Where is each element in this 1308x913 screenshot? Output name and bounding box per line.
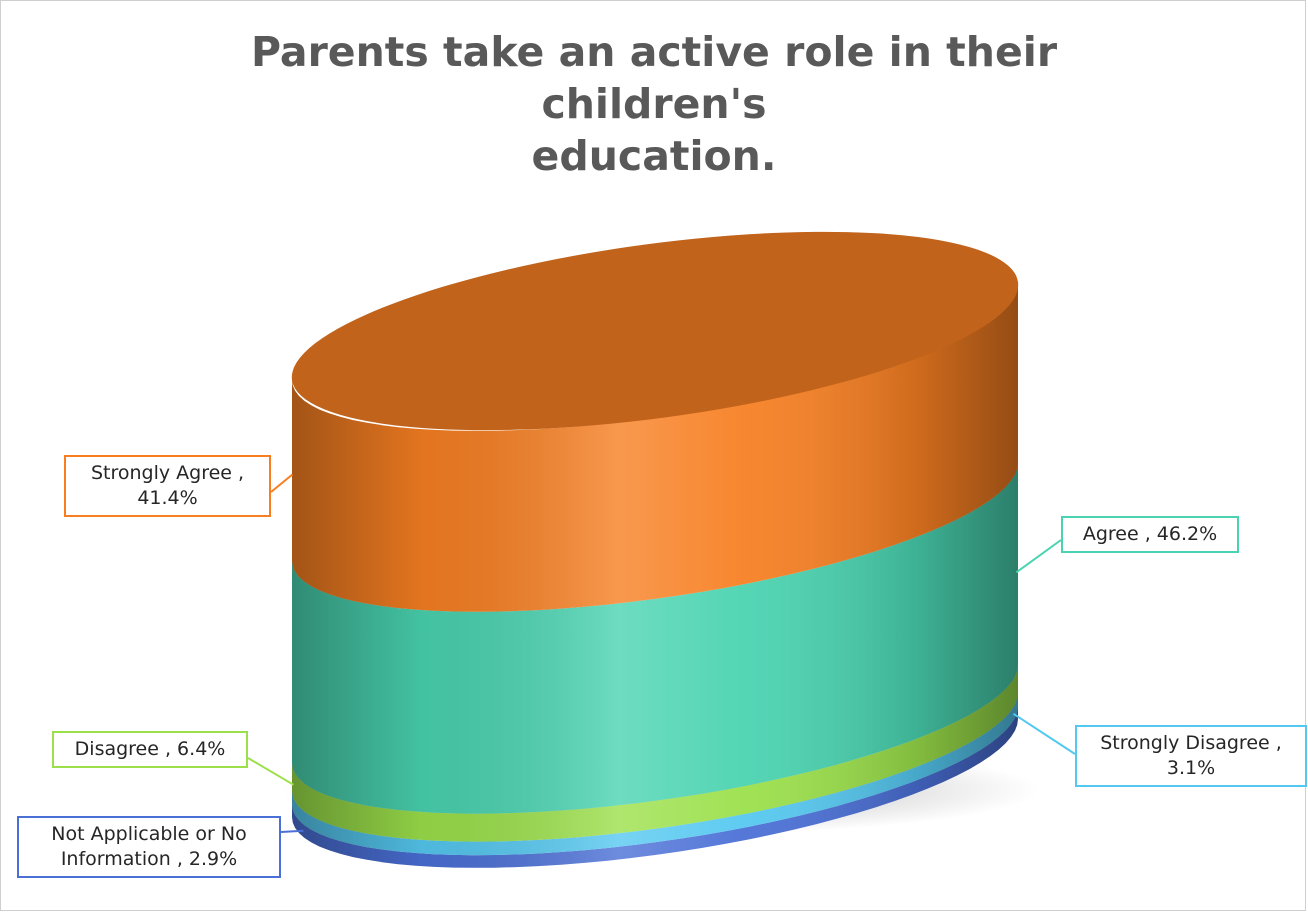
data-label-strongly-agree-line-1: Strongly Agree , xyxy=(90,462,245,484)
data-label-disagree: Disagree , 6.4% xyxy=(52,731,248,768)
data-label-not-applicable: Not Applicable or No Information , 2.9% xyxy=(17,816,281,878)
chart-title-line-1: Parents take an active role in their chi… xyxy=(250,28,1058,128)
leader-line-strongly-disagree xyxy=(1012,712,1076,755)
data-label-strongly-disagree-line-1: Strongly Disagree , xyxy=(1100,732,1282,754)
data-label-strongly-agree: Strongly Agree , 41.4% xyxy=(64,455,271,517)
data-label-strongly-disagree: Strongly Disagree , 3.1% xyxy=(1075,725,1307,787)
leader-line-agree xyxy=(1015,539,1062,574)
chart-title-line-2: education. xyxy=(531,132,777,180)
data-label-disagree-line-1: Disagree , 6.4% xyxy=(74,738,226,760)
leader-line-strongly-agree xyxy=(270,473,294,493)
leader-line-not-applicable-or-no-information xyxy=(280,829,304,833)
data-label-not-applicable-line-2: Information , 2.9% xyxy=(60,848,238,870)
data-label-strongly-agree-line-2: 41.4% xyxy=(137,487,198,509)
cylinder-top-cap xyxy=(291,231,1019,431)
leader-line-disagree xyxy=(247,757,295,786)
data-label-not-applicable-line-1: Not Applicable or No xyxy=(51,823,247,845)
cylinder-shading xyxy=(292,282,1018,868)
data-label-strongly-disagree-line-2: 3.1% xyxy=(1166,757,1216,779)
data-label-agree-line-1: Agree , 46.2% xyxy=(1082,523,1218,545)
data-label-agree: Agree , 46.2% xyxy=(1061,516,1239,553)
chart-title: Parents take an active role in their chi… xyxy=(150,26,1158,182)
